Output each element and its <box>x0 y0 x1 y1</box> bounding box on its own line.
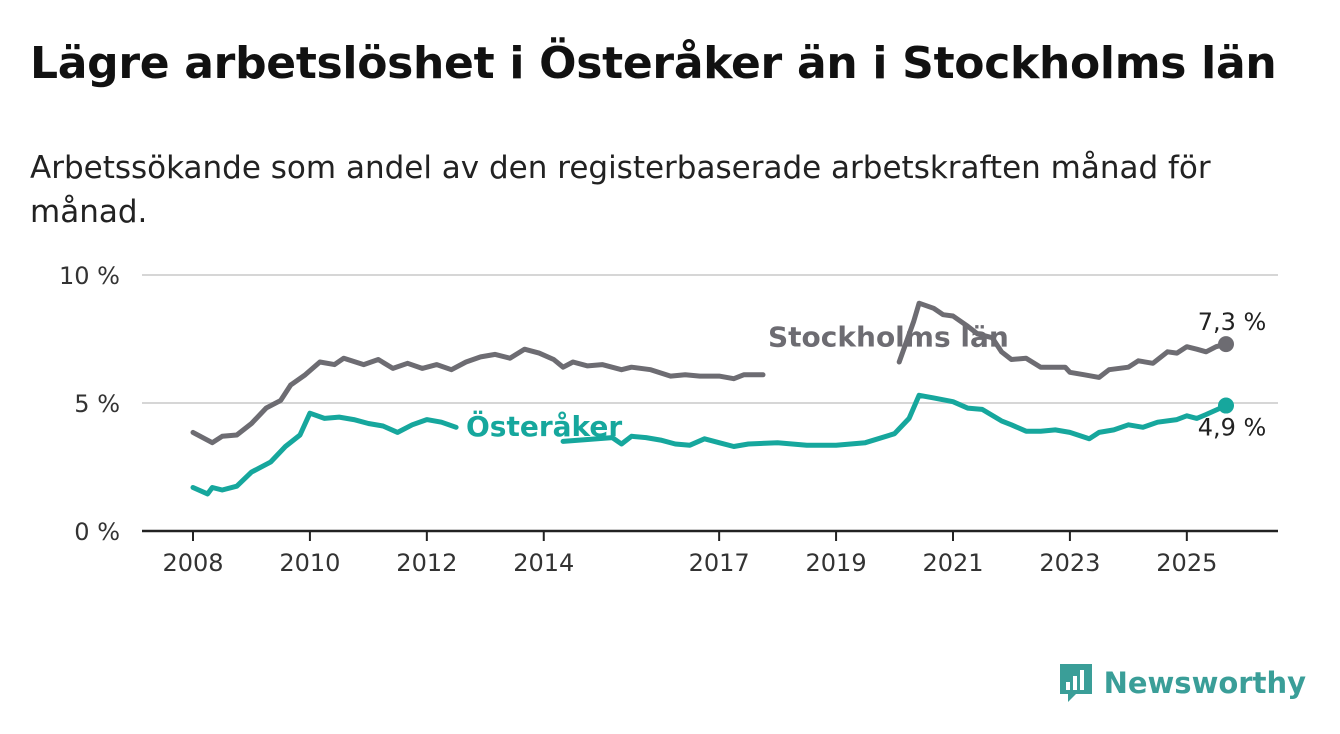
newsworthy-logo-icon <box>1059 664 1092 702</box>
series-label-stockholm: Stockholms län <box>768 320 1009 353</box>
x-tick-label: 2023 <box>1039 549 1100 577</box>
series-label-osteraker: Österåker <box>466 409 622 443</box>
x-tick-label: 2025 <box>1156 549 1217 577</box>
end-point-osteraker <box>1218 397 1234 414</box>
x-tick-label: 2014 <box>513 549 574 577</box>
newsworthy-logo-text: Newsworthy <box>1103 666 1306 700</box>
x-tick-label: 2019 <box>806 549 867 577</box>
x-tick-label: 2012 <box>396 549 457 577</box>
x-tick-label: 2021 <box>922 549 983 577</box>
chart-labels: 0 % 5 % 10 % 2008 2010 2012 2014 2017 2019 2021 20… <box>59 262 1266 577</box>
x-tick-label: 2010 <box>279 549 340 577</box>
x-tick-label: 2008 <box>162 549 223 577</box>
newsworthy-logo: Newsworthy <box>1058 660 1306 706</box>
series-line-osteraker <box>190 410 459 497</box>
gridlines <box>142 274 1278 404</box>
y-tick-label: 5 % <box>74 390 120 418</box>
series-line-stockholm <box>896 300 1229 380</box>
end-point-stockholm <box>1218 336 1234 353</box>
series-lines <box>190 300 1234 497</box>
series-line-osteraker <box>560 392 1229 449</box>
chart-title: Lägre arbetslöshet i Österåker än i Stoc… <box>30 38 1277 89</box>
y-tick-label: 0 % <box>74 518 120 546</box>
series-line-stockholm <box>190 346 766 446</box>
x-axis <box>142 529 1278 541</box>
end-value-label-osteraker: 4,9 % <box>1198 414 1267 442</box>
end-value-label-stockholm: 7,3 % <box>1198 308 1267 336</box>
chart-subtitle: Arbetssökande som andel av den registerb… <box>30 150 1211 230</box>
line-chart: 0 % 5 % 10 % 2008 2010 2012 2014 2017 2019 2021 20… <box>59 262 1278 577</box>
y-tick-label: 10 % <box>59 262 120 290</box>
x-tick-label: 2017 <box>689 549 750 577</box>
